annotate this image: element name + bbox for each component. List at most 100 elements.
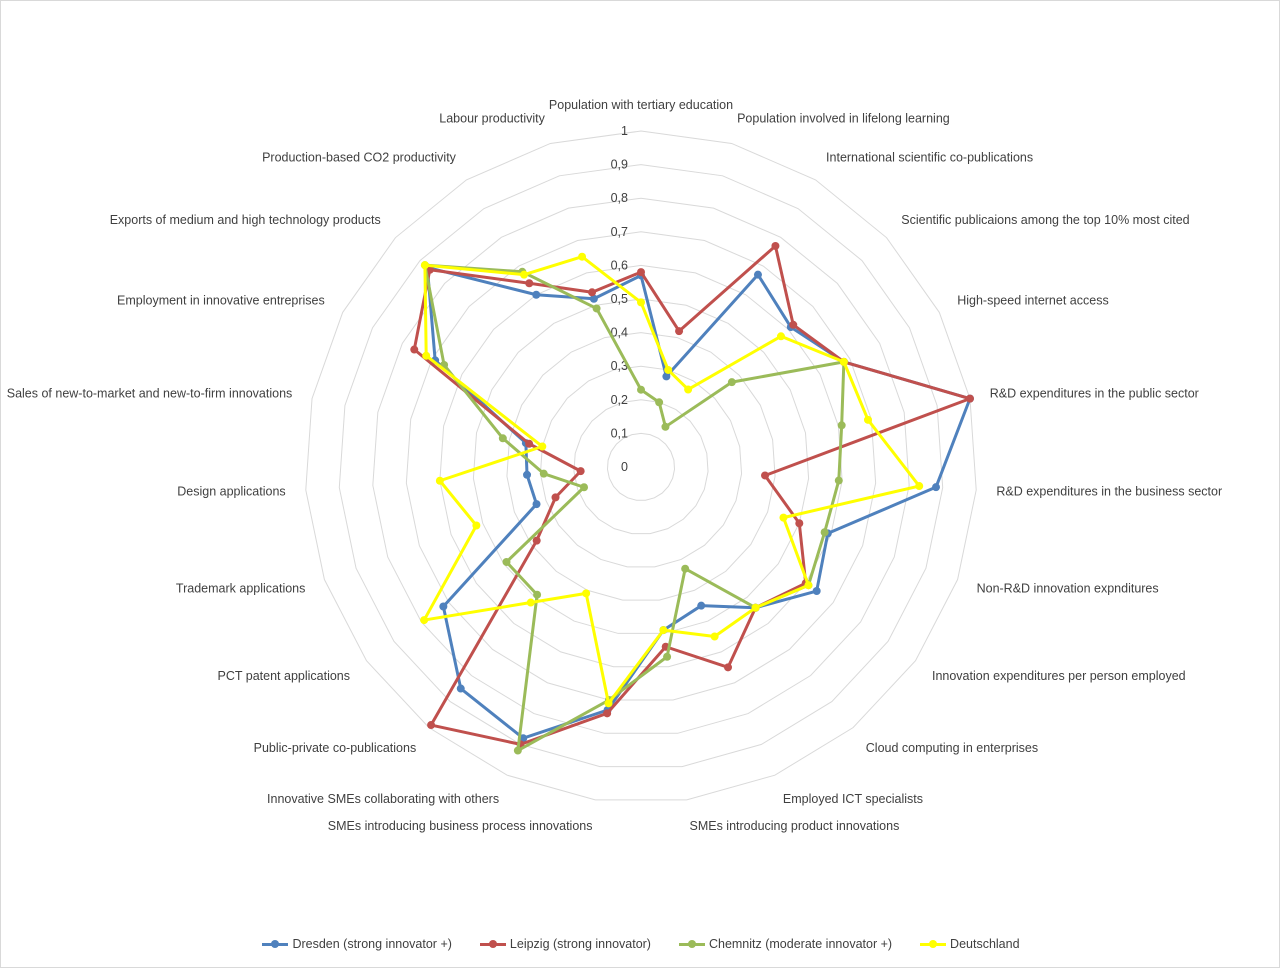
- data-point: [532, 500, 541, 509]
- axis-label: Employed ICT specialists: [783, 792, 923, 806]
- data-point: [789, 320, 798, 329]
- data-point: [519, 734, 528, 743]
- data-point: [410, 345, 419, 354]
- tick-label: 0,7: [611, 225, 628, 239]
- tick-labels: 0 0,1 0,2 0,3 0,4 0,5 0,6 0,7 0,8 0,9 1: [611, 124, 628, 474]
- axis-label: Exports of medium and high technology pr…: [110, 213, 381, 227]
- data-point: [538, 442, 547, 451]
- grid: [305, 130, 977, 801]
- axis-label: Non-R&D innovation expnditures: [977, 581, 1159, 595]
- axis-label: SMEs introducing product innovations: [689, 819, 899, 833]
- data-point: [931, 483, 940, 492]
- tick-label: 0,1: [611, 426, 628, 440]
- axis-label: Trademark applications: [176, 581, 305, 595]
- axis-labels: Population with tertiary education Popula…: [7, 98, 1222, 833]
- data-point: [834, 476, 843, 485]
- tick-label: 1: [621, 124, 628, 138]
- data-point: [532, 536, 541, 545]
- data-point: [662, 372, 671, 381]
- data-point: [915, 482, 924, 491]
- grid-ring: [573, 399, 709, 535]
- series-1: [410, 241, 974, 749]
- data-point: [533, 590, 542, 599]
- data-point: [588, 288, 597, 297]
- data-point: [675, 327, 684, 336]
- grid-ring: [472, 298, 810, 634]
- data-point: [637, 298, 645, 307]
- legend: Dresden (strong innovator +) Leipzig (str…: [1, 937, 1280, 951]
- data-point: [724, 663, 733, 672]
- tick-label: 0,4: [611, 326, 628, 340]
- data-point: [681, 564, 690, 573]
- data-point: [727, 378, 736, 387]
- data-point: [820, 528, 829, 537]
- data-point: [502, 557, 511, 566]
- axis-label: R&D expenditures in the public sector: [990, 386, 1199, 400]
- data-point: [420, 261, 429, 270]
- data-point: [663, 652, 672, 661]
- axis-label: Population involved in lifelong learning: [737, 111, 950, 125]
- data-point: [472, 521, 481, 530]
- data-point: [965, 394, 974, 403]
- data-point: [520, 270, 529, 279]
- legend-item: Chemnitz (moderate innovator +): [678, 937, 893, 951]
- data-point: [456, 684, 465, 693]
- legend-marker-icon: [920, 939, 947, 949]
- grid-ring: [539, 365, 743, 568]
- legend-label: Chemnitz (moderate innovator +): [708, 937, 893, 951]
- data-point: [539, 469, 548, 478]
- grid-ring: [506, 332, 776, 601]
- data-point: [532, 290, 541, 299]
- grid-ring: [606, 432, 676, 501]
- tick-label: 0,9: [611, 158, 628, 172]
- axis-label: Cloud computing in enterprises: [866, 741, 1038, 755]
- data-point: [761, 471, 770, 480]
- data-point: [592, 304, 601, 313]
- series-layer: [410, 241, 974, 755]
- series-line: [422, 255, 921, 705]
- axis-label: Innovation expenditures per person emplo…: [932, 669, 1186, 683]
- data-point: [684, 385, 693, 394]
- data-point: [551, 493, 560, 502]
- axis-label: Labour productivity: [439, 111, 545, 125]
- data-point: [582, 589, 591, 598]
- legend-item: Dresden (strong innovator +): [262, 937, 452, 951]
- axis-label: Design applications: [177, 485, 285, 499]
- axis-label: Sales of new-to-market and new-to-firm i…: [7, 386, 293, 400]
- data-point: [498, 434, 507, 443]
- data-point: [603, 709, 612, 718]
- data-point: [771, 241, 780, 250]
- data-point: [710, 632, 719, 641]
- series-line: [425, 265, 972, 740]
- grid-ring: [372, 197, 910, 734]
- legend-label: Deutschland: [950, 937, 1020, 951]
- data-point: [525, 279, 534, 288]
- legend-label: Leipzig (strong innovator): [509, 937, 651, 951]
- legend-item: Deutschland: [920, 937, 1020, 951]
- data-point: [661, 422, 670, 431]
- data-point: [439, 602, 448, 611]
- legend-marker-icon: [262, 939, 289, 949]
- series-3: [420, 252, 924, 708]
- data-point: [576, 467, 585, 476]
- data-point: [422, 351, 431, 360]
- axis-label: Population with tertiary education: [549, 98, 733, 112]
- data-point: [664, 365, 673, 374]
- data-point: [751, 603, 760, 612]
- data-point: [427, 721, 436, 730]
- legend-marker-icon: [479, 939, 506, 949]
- data-point: [839, 357, 848, 366]
- tick-label: 0,6: [611, 258, 628, 272]
- axis-label: Production-based CO2 productivity: [262, 151, 457, 165]
- tick-label: 0: [621, 460, 628, 474]
- data-point: [580, 483, 589, 492]
- tick-label: 0,2: [611, 393, 628, 407]
- data-point: [776, 332, 785, 341]
- tick-label: 0,8: [611, 191, 628, 205]
- legend-item: Leipzig (strong innovator): [479, 937, 651, 951]
- data-point: [637, 385, 645, 394]
- grid-ring: [405, 231, 877, 701]
- axis-label: International scientific co-publications: [826, 151, 1033, 165]
- data-point: [659, 626, 668, 635]
